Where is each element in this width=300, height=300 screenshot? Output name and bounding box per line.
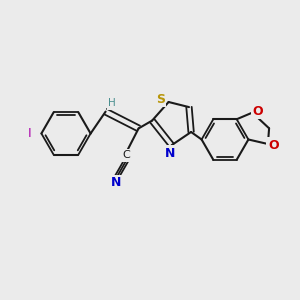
Text: O: O — [252, 105, 263, 118]
Text: H: H — [108, 98, 116, 108]
Text: N: N — [111, 176, 122, 190]
Text: I: I — [28, 127, 32, 140]
Text: N: N — [165, 147, 175, 160]
Text: S: S — [156, 92, 165, 106]
Text: C: C — [123, 150, 130, 161]
Text: O: O — [268, 139, 279, 152]
